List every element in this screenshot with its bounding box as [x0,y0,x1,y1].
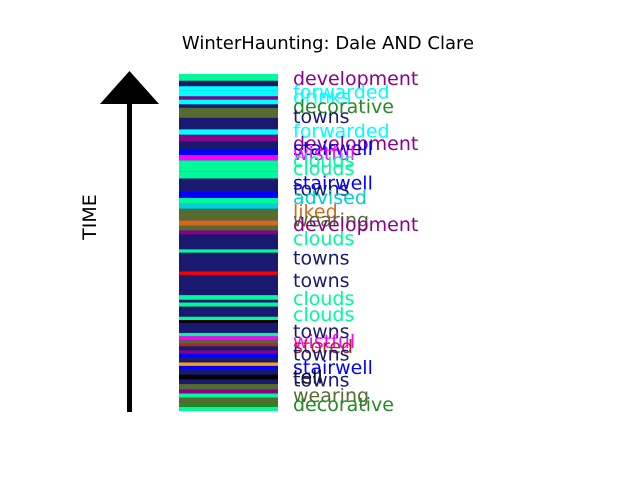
event-band-wearing [179,340,278,344]
event-label-decorative: decorative [293,96,394,118]
event-label-forwarded: forwarded [293,120,390,142]
event-label-development: development [293,214,418,236]
event-label-towns: towns [293,106,350,128]
event-band-red [179,271,278,275]
event-bands [179,74,278,411]
event-band-towns [179,252,278,263]
event-band-development [179,134,278,142]
event-label-towns: towns [293,179,350,201]
event-band-wistful [179,154,278,161]
event-band-wearing [179,384,278,390]
event-band-stairwell [179,353,278,358]
event-label-towns: towns [293,321,350,343]
event-band-forwarded [179,86,278,91]
event-label-development: development [293,133,418,155]
event-band-towns [179,299,278,303]
event-band-towns [179,379,278,385]
event-band-towns [179,306,278,317]
time-axis-label: TIME [79,194,101,241]
event-band-clouds [179,295,278,300]
event-label-drinks: drinks [293,87,351,109]
event-band-clouds [179,74,278,81]
event-band-development [179,96,278,100]
event-band-wearing [179,208,278,221]
event-band-wearing [179,397,278,403]
event-band-wearing [179,225,278,231]
event-label-clouds: clouds [293,228,354,250]
event-label-towns: towns [293,343,350,365]
event-band-towns [179,274,278,290]
event-band-orange [179,362,278,366]
event-band-clouds [179,316,278,321]
event-band-stairwell [179,191,278,199]
event-label-wistful: wistful [293,331,355,353]
event-label-wistful: wistful [293,143,355,165]
event-label-wearing: wearing [293,209,369,231]
event-band-towns [179,178,278,192]
event-label-development: development [293,68,418,90]
event-band-towns [179,117,278,123]
event-band-towns [179,234,278,250]
event-band-clouds [179,332,278,337]
event-band-clouds [179,406,278,411]
event-label-stored: stored [293,336,353,358]
event-band-clouds [179,171,278,179]
event-band-black [179,374,278,380]
time-arrow-shaft [127,100,132,412]
event-band-decorative [179,402,278,407]
event-band-clouds [179,302,278,307]
event-label-stairwell: stairwell [293,357,373,379]
event-band-towns [179,322,278,333]
event-band-black [179,320,278,323]
event-band-development [179,389,278,394]
event-label-forwarded: forwarded [293,82,390,104]
event-band-wearing [179,107,278,118]
event-band-clouds [179,393,278,398]
event-labels: developmentforwardeddrinksdecorativetown… [293,68,418,416]
event-label-clouds: clouds [293,304,354,326]
event-label-stairwell: stairwell [293,138,373,160]
event-band-stairwell [179,365,278,370]
event-label-towns: towns [293,270,350,292]
event-band-drinks [179,90,278,97]
event-label-advised: advised [293,187,367,209]
event-band-towns [179,141,278,150]
event-band-towns [179,262,278,272]
event-band-towns [179,369,278,375]
chart-title: WinterHaunting: Dale AND Clare [182,33,474,54]
event-band-development [179,350,278,354]
event-band-towns [179,357,278,363]
event-band-development [179,230,278,235]
event-band-wistful [179,336,278,341]
event-label-liked: liked [293,201,338,223]
event-label-clouds: clouds [293,158,354,180]
event-band-stored [179,343,278,347]
event-band-clouds [179,160,278,172]
time-arrow-head [100,71,159,104]
event-label-clouds: clouds [293,150,354,172]
event-band-towns [179,104,278,108]
event-label-tell: tell [293,366,323,388]
event-band-stairwell [179,149,278,155]
event-band-clouds [179,198,278,204]
time-axis [100,71,159,412]
event-band-drinks [179,99,278,105]
event-label-wearing: wearing [293,385,369,407]
event-band-towns [179,80,278,87]
event-band-towns [179,289,278,296]
event-band-towns [179,122,278,130]
event-band-forwarded [179,129,278,135]
event-label-towns: towns [293,247,350,269]
event-band-towns [179,346,278,351]
event-label-towns: towns [293,370,350,392]
event-label-decorative: decorative [293,394,394,416]
event-band-clouds [179,249,278,253]
event-band-liked [179,220,278,226]
event-label-clouds: clouds [293,288,354,310]
event-label-stairwell: stairwell [293,173,373,195]
event-band-advised [179,203,278,209]
